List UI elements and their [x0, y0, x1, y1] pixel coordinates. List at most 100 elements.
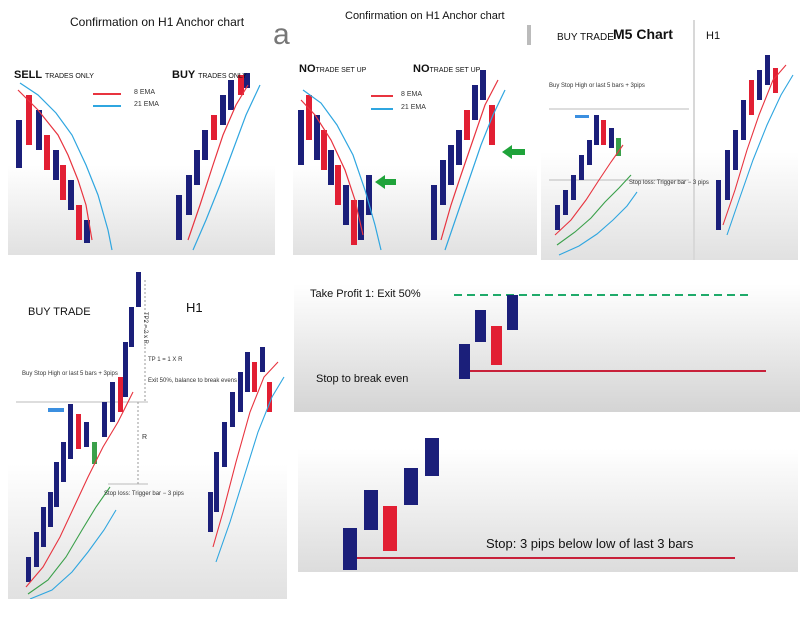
- bull-candle: [587, 140, 592, 165]
- no-trade-label-2: NOTRADE SET UP: [413, 63, 481, 75]
- blue-arrow-icon: [575, 115, 589, 118]
- bull-candle: [364, 490, 378, 530]
- bull-candle: [129, 307, 134, 347]
- bull-candle: [136, 272, 141, 307]
- break-even-text: Stop to break even: [316, 373, 409, 385]
- bull-candle: [230, 392, 235, 427]
- bear-candle: [321, 130, 327, 170]
- bull-candle: [314, 115, 320, 160]
- blue-arrow-icon: [48, 408, 64, 412]
- bull-candle: [245, 352, 250, 392]
- bull-candle: [765, 55, 770, 85]
- ema-8-line: [722, 64, 787, 226]
- stray-mark: [527, 25, 531, 45]
- bear-candle: [211, 115, 217, 140]
- bull-candle: [366, 175, 372, 215]
- bull-candle: [404, 468, 418, 505]
- bull-candle: [238, 372, 243, 412]
- panel-no-trade-chart: [298, 70, 525, 251]
- panel-shade: [8, 165, 275, 255]
- bear-candle: [773, 68, 778, 93]
- bull-candle: [92, 442, 97, 464]
- stray-letter: a: [273, 18, 290, 51]
- bear-candle: [60, 165, 66, 200]
- no-trade-label-1: NOTRADE SET UP: [299, 63, 367, 75]
- bull-candle: [123, 342, 128, 397]
- bull-candle: [733, 130, 738, 170]
- ema-8-line: [187, 84, 249, 241]
- bear-candle: [76, 414, 81, 449]
- big-h1-label: H1: [186, 300, 203, 315]
- bull-candle: [571, 175, 576, 200]
- bull-candle: [480, 70, 486, 100]
- bull-candle: [41, 507, 46, 547]
- exit-note: Exit 50%, balance to break evens: [148, 378, 238, 384]
- panel-big-buy-chart: [16, 272, 285, 599]
- m5-h1-label: H1: [706, 30, 721, 42]
- bull-candle: [609, 128, 614, 148]
- bull-candle: [741, 100, 746, 140]
- ema-8-line: [300, 99, 364, 236]
- r-label: R: [142, 434, 148, 441]
- ema-21-line: [302, 89, 382, 251]
- sell-label: SELL TRADES ONLY: [14, 69, 94, 81]
- bull-candle: [53, 150, 59, 180]
- bull-candle: [214, 452, 219, 512]
- legend-line-21ema: [93, 105, 121, 107]
- m5-buy-trade-label: BUY TRADE: [557, 32, 614, 43]
- bear-candle: [601, 120, 606, 145]
- panel-sell-buy-chart: [16, 73, 261, 251]
- tp2-label: TP2 = 2 x R: [142, 312, 148, 344]
- ema-21-line: [19, 82, 113, 251]
- bear-candle: [76, 205, 82, 240]
- bear-candle: [118, 377, 123, 412]
- bull-candle: [208, 492, 213, 532]
- bull-candle: [456, 130, 462, 165]
- bull-candle: [563, 190, 568, 215]
- panel-stop-chart: [343, 438, 735, 570]
- bear-candle: [335, 165, 341, 205]
- bear-candle: [267, 382, 272, 412]
- panel-take-profit-chart: [454, 294, 766, 379]
- bull-candle: [358, 200, 364, 240]
- bull-candle: [328, 150, 334, 185]
- ema-8-line: [25, 391, 134, 588]
- bear-candle: [306, 95, 312, 140]
- bull-candle: [34, 532, 39, 567]
- panel-sell-buy: SELL TRADES ONLY BUY TRADES ONLY 8 EMA 2…: [8, 55, 275, 255]
- ema-21-line: [29, 509, 117, 599]
- ema-8-line: [554, 144, 624, 236]
- m5-chart-title: M5 Chart: [613, 26, 673, 42]
- bull-candle: [507, 295, 518, 330]
- bull-candle: [343, 185, 349, 225]
- bull-candle: [102, 402, 107, 437]
- bull-candle: [176, 195, 182, 240]
- bull-candle: [84, 220, 90, 243]
- bear-candle: [749, 80, 754, 115]
- panel-take-profit: Take Profit 1: Exit 50% Stop to break ev…: [294, 262, 800, 412]
- panel-m5: BUY TRADE M5 Chart H1 Buy Stop High or l…: [541, 20, 798, 260]
- bear-candle: [26, 95, 32, 145]
- bull-candle: [579, 155, 584, 180]
- ema-21-line: [215, 376, 285, 563]
- ema-21-line: [558, 191, 638, 256]
- ema-21-line: [444, 89, 506, 251]
- bear-candle: [238, 75, 244, 95]
- legend-label-21ema: 21 EMA: [134, 101, 159, 108]
- panel-no-trade: NOTRADE SET UP NOTRADE SET UP 8 EMA 21 E…: [293, 55, 537, 255]
- bull-candle: [220, 95, 226, 125]
- bull-candle: [186, 175, 192, 215]
- bull-candle: [757, 70, 762, 100]
- bull-candle: [616, 138, 621, 156]
- bear-candle: [383, 506, 397, 551]
- bull-candle: [472, 85, 478, 120]
- panel-big-buy: BUY TRADE H1 TP2 = 2 x R TP 1 = 1 X R Ex…: [8, 262, 287, 599]
- bull-candle: [260, 347, 265, 372]
- panel-stop: Stop: 3 pips below low of last 3 bars: [298, 418, 798, 572]
- stop-text: Stop: 3 pips below low of last 3 bars: [486, 536, 694, 551]
- panel-m5-chart: [549, 55, 794, 256]
- bull-candle: [475, 310, 486, 342]
- bull-candle: [84, 422, 89, 447]
- ema-21-line: [192, 84, 261, 251]
- bear-candle: [489, 105, 495, 145]
